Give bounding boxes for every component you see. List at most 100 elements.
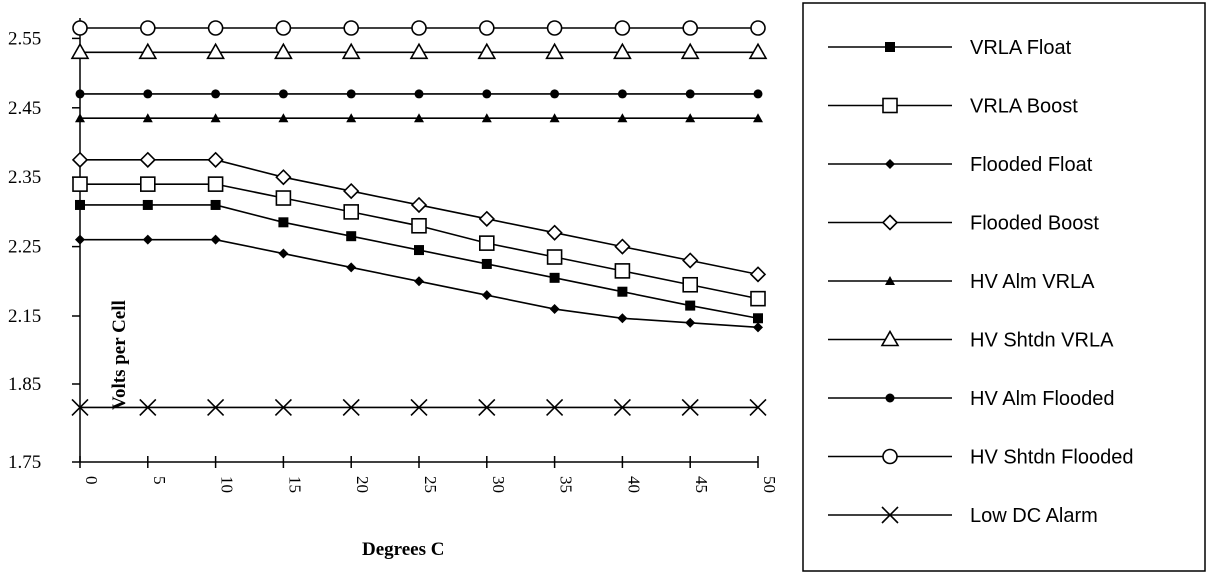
- data-point: [685, 300, 696, 311]
- data-point: [682, 20, 699, 36]
- data-point: [617, 113, 628, 123]
- series-hv-alm-vrla: [75, 113, 763, 123]
- y-tick-label: 2.55: [8, 28, 41, 49]
- data-point: [140, 20, 156, 36]
- series-low-dc-alarm: [71, 398, 767, 416]
- data-point: [275, 190, 292, 206]
- data-point: [70, 42, 90, 60]
- legend-item: VRLA Float: [828, 37, 1072, 59]
- data-point: [346, 231, 357, 242]
- data-point: [142, 113, 153, 123]
- data-point: [478, 235, 495, 251]
- data-point: [142, 234, 153, 245]
- legend-item: VRLA Boost: [828, 96, 1078, 118]
- legend-label: HV Shtdn Flooded: [970, 447, 1133, 469]
- data-point: [275, 20, 292, 36]
- y-tick-label: 2.45: [8, 98, 41, 119]
- legend-marker: [882, 448, 898, 465]
- data-point: [617, 286, 628, 297]
- data-point: [478, 398, 496, 416]
- data-point: [278, 113, 289, 123]
- y-tick-label: 2.15: [8, 306, 41, 327]
- data-point: [614, 20, 631, 36]
- series-line: [80, 159, 759, 276]
- data-point: [549, 113, 560, 123]
- data-point: [685, 113, 696, 123]
- x-tick-label: 30: [489, 476, 508, 493]
- legend-box: [802, 2, 1206, 572]
- x-tick-label: 15: [285, 476, 304, 493]
- data-point: [211, 89, 221, 99]
- x-tick-label: 25: [421, 476, 440, 493]
- data-point: [274, 42, 293, 60]
- data-point: [138, 42, 158, 60]
- data-point: [278, 217, 289, 228]
- data-point: [342, 398, 360, 416]
- legend-item: Flooded Float: [828, 154, 1093, 176]
- data-point: [343, 20, 360, 36]
- x-tick-label: 20: [353, 476, 372, 493]
- y-axis-title: Volts per Cell: [109, 300, 130, 410]
- data-point: [274, 398, 292, 416]
- data-point: [750, 20, 766, 36]
- x-tick-label: 5: [150, 476, 169, 485]
- data-point: [140, 176, 156, 192]
- data-point: [210, 113, 221, 123]
- data-point: [143, 89, 153, 99]
- y-tick-label: 1.85: [8, 374, 41, 395]
- data-point: [75, 89, 85, 99]
- legend-marker: [885, 393, 895, 403]
- data-point: [278, 248, 289, 259]
- data-point: [346, 113, 357, 123]
- data-point: [753, 313, 763, 324]
- data-point: [613, 398, 631, 416]
- data-point: [414, 245, 424, 256]
- data-point: [477, 42, 497, 60]
- data-point: [75, 234, 85, 245]
- data-point: [546, 398, 564, 416]
- data-point: [72, 176, 88, 192]
- data-point: [411, 20, 427, 36]
- data-point: [681, 398, 699, 416]
- data-point: [207, 176, 224, 192]
- y-tick-label: 2.25: [8, 237, 41, 258]
- legend-label: Flooded Boost: [970, 213, 1099, 235]
- data-point: [685, 317, 696, 328]
- data-point: [411, 217, 427, 234]
- data-point: [410, 196, 428, 214]
- data-point: [71, 151, 89, 168]
- legend-item: HV Shtdn Flooded: [828, 447, 1133, 469]
- data-point: [546, 20, 563, 36]
- x-tick-label: 10: [218, 476, 237, 493]
- data-point: [481, 258, 492, 269]
- data-point: [414, 113, 424, 123]
- data-point: [71, 398, 89, 416]
- data-point: [139, 151, 156, 168]
- legend-marker: [882, 97, 898, 114]
- data-point: [481, 290, 492, 301]
- legend-label: HV Alm Flooded: [970, 388, 1115, 410]
- data-point: [341, 42, 361, 60]
- data-point: [753, 322, 763, 333]
- plot-area: 2.55 2.45 2.35 2.25 2.15 1.85 1.75 0 5 10 15 20 25 3…: [8, 18, 779, 560]
- data-point: [748, 42, 768, 60]
- legend-label: HV Shtdn VRLA: [970, 330, 1114, 352]
- data-point: [410, 398, 428, 416]
- data-point: [207, 20, 224, 36]
- data-point: [139, 398, 157, 416]
- legend-marker: [885, 276, 895, 285]
- x-axis-title: Degrees C: [362, 539, 444, 560]
- legend-marker: [881, 214, 899, 231]
- data-point: [617, 89, 627, 99]
- data-point: [72, 20, 88, 36]
- data-point: [75, 199, 85, 210]
- legend-label: VRLA Float: [970, 37, 1072, 59]
- legend-marker: [885, 159, 895, 169]
- legend-item: HV Alm VRLA: [828, 271, 1095, 293]
- data-point: [414, 276, 424, 287]
- data-point: [680, 42, 700, 60]
- series-hv-alm-flooded: [75, 89, 763, 99]
- legend-item: HV Shtdn VRLA: [828, 330, 1114, 352]
- data-point: [414, 89, 424, 99]
